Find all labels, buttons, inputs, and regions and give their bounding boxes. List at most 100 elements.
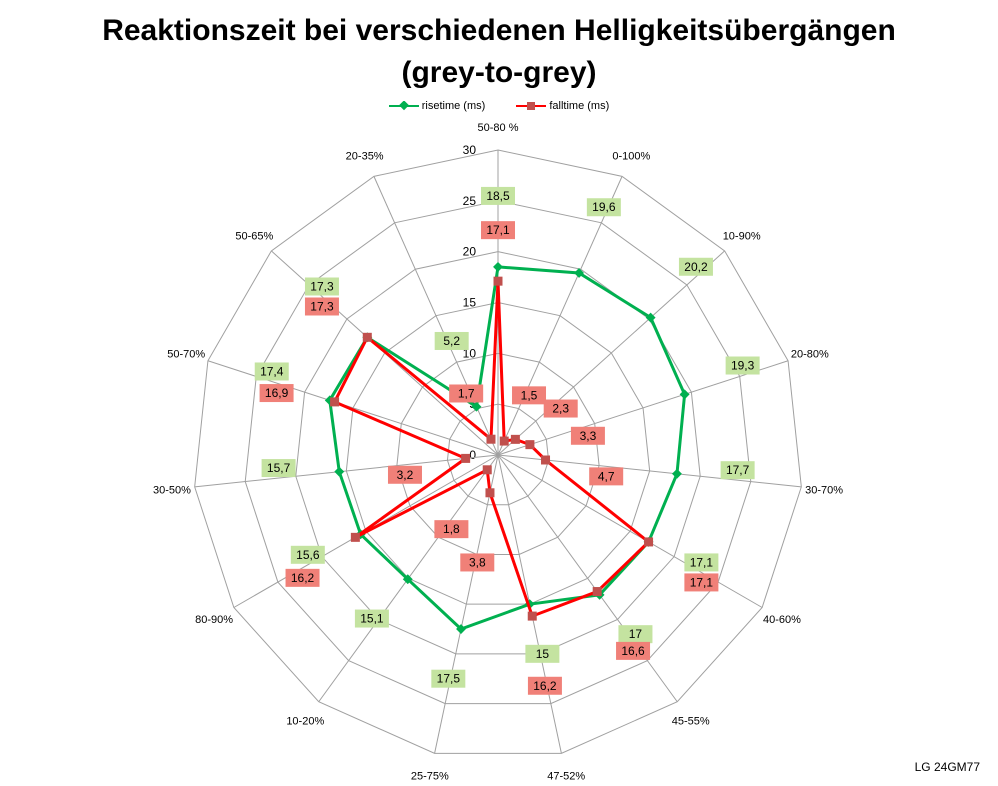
data-label-bg xyxy=(460,553,495,572)
data-label-bg xyxy=(684,553,719,572)
series-line xyxy=(328,265,687,631)
category-label: 10-20% xyxy=(286,715,324,727)
fall-data-label: 3,8 xyxy=(460,553,495,572)
data-label-text: 1,7 xyxy=(458,386,475,400)
rise-data-label: 15,7 xyxy=(261,459,296,478)
rise-marker xyxy=(645,312,656,323)
fall-data-label: 16,2 xyxy=(285,568,320,587)
fall-data-label: 1,5 xyxy=(512,386,547,405)
rise-data-label: 17,1 xyxy=(684,553,719,572)
category-label: 80-90% xyxy=(195,614,233,626)
rise-data-label: 15 xyxy=(525,644,560,663)
data-label-bg xyxy=(434,520,469,539)
data-label-text: 4,7 xyxy=(598,469,615,483)
data-label-bg xyxy=(512,386,547,405)
data-label-bg xyxy=(290,545,325,564)
fall-data-label: 17,1 xyxy=(684,573,719,592)
data-label-text: 16,2 xyxy=(533,679,557,693)
data-label-bg xyxy=(261,459,296,478)
rise-marker xyxy=(334,466,345,477)
data-label-text: 1,8 xyxy=(443,522,460,536)
rise-marker xyxy=(456,624,466,634)
fall-data-label: 1,7 xyxy=(449,384,484,403)
data-label-text: 3,3 xyxy=(580,429,597,443)
rise-data-label: 5,2 xyxy=(434,331,469,350)
data-label-bg xyxy=(431,669,466,688)
data-label-text: 1,5 xyxy=(521,388,538,402)
category-label: 20-35% xyxy=(346,150,384,162)
fall-data-label: 16,9 xyxy=(259,384,294,403)
grid-ring xyxy=(244,200,752,705)
rise-data-label: 17,7 xyxy=(720,461,755,480)
chart-subtitle: (grey-to-grey) xyxy=(401,56,597,89)
fall-marker xyxy=(527,611,537,621)
data-label-text: 15 xyxy=(536,647,550,661)
data-label-text: 15,7 xyxy=(267,461,291,475)
data-label-text: 17,1 xyxy=(690,575,714,589)
data-label-text: 19,6 xyxy=(592,200,616,214)
legend: risetime (ms) falltime (ms) xyxy=(0,100,998,114)
data-label-text: 2,3 xyxy=(552,402,569,416)
data-label-text: 17,5 xyxy=(437,672,461,686)
data-label-text: 17,3 xyxy=(310,279,334,293)
fall-data-label: 3,2 xyxy=(387,465,422,484)
legend-rise-marker xyxy=(388,101,419,111)
series-line xyxy=(332,281,651,619)
data-label-text: 3,2 xyxy=(397,468,414,482)
rise-data-label: 17 xyxy=(618,625,653,644)
data-label-text: 15,1 xyxy=(360,612,384,626)
footer-model: LG 24GM77 xyxy=(914,760,980,774)
data-label-text: 17,4 xyxy=(260,364,284,378)
category-label: 25-75% xyxy=(411,771,449,783)
data-label-text: 17,1 xyxy=(486,223,510,237)
category-label: 40-60% xyxy=(763,614,801,626)
fall-marker xyxy=(461,453,471,463)
category-label: 0-100% xyxy=(612,150,650,162)
data-label-bg xyxy=(678,257,713,276)
data-label-bg xyxy=(254,362,289,381)
spoke xyxy=(497,176,623,456)
data-label-text: 20,2 xyxy=(684,260,708,274)
data-label-text: 3,8 xyxy=(469,555,486,569)
fall-marker xyxy=(350,532,360,542)
fall-marker xyxy=(644,537,654,547)
data-label-text: 16,9 xyxy=(265,386,289,400)
legend-rise-label: risetime (ms) xyxy=(421,100,486,112)
category-label: 30-50% xyxy=(153,484,191,496)
rise-data-label: 17,4 xyxy=(254,362,289,381)
rise-data-label: 19,3 xyxy=(725,356,760,375)
rise-data-label: 15,6 xyxy=(290,545,325,564)
rise-data-label: 17,3 xyxy=(304,277,339,296)
data-label-text: 18,5 xyxy=(486,189,510,203)
spoke xyxy=(497,360,789,456)
fall-data-label: 17,3 xyxy=(304,297,339,316)
rise-data-label: 20,2 xyxy=(678,257,713,276)
data-label-text: 16,6 xyxy=(621,644,645,658)
category-label: 50-65% xyxy=(235,231,273,243)
fall-data-label: 16,6 xyxy=(616,641,651,660)
data-label-bg xyxy=(543,399,578,418)
fall-marker xyxy=(482,465,492,475)
spoke xyxy=(497,250,725,456)
grid-ring xyxy=(446,403,550,506)
data-label-bg xyxy=(304,277,339,296)
data-label-bg xyxy=(387,465,422,484)
data-label-bg xyxy=(725,356,760,375)
tick-label: 20 xyxy=(463,245,477,259)
grid-ring xyxy=(295,251,701,655)
data-label-bg xyxy=(285,568,320,587)
fall-marker xyxy=(362,332,372,342)
tick-label: 15 xyxy=(463,296,477,310)
rise-marker xyxy=(574,268,584,278)
tick-label: 0 xyxy=(469,448,476,462)
grid-ring xyxy=(345,301,651,605)
fall-marker xyxy=(485,488,495,498)
fall-marker xyxy=(486,434,496,444)
fall-marker xyxy=(330,397,340,407)
fall-marker xyxy=(510,434,520,444)
data-label-bg xyxy=(525,644,560,663)
data-label-bg xyxy=(570,426,605,445)
data-label-text: 16,2 xyxy=(291,571,315,585)
data-label-bg xyxy=(259,384,294,403)
data-label-text: 17,3 xyxy=(310,299,334,313)
